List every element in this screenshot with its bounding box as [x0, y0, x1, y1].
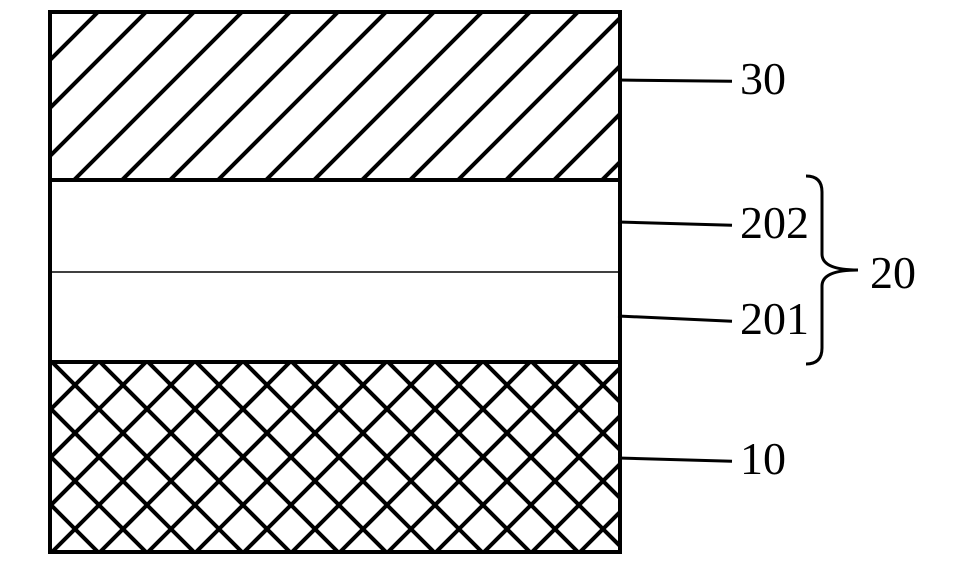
leader-layer10 [618, 458, 732, 461]
label-layer-201: 201 [740, 296, 809, 342]
diagram-stage: 30 202 201 10 20 [0, 0, 976, 567]
leader-layer201 [618, 316, 732, 321]
label-group-20: 20 [870, 250, 916, 296]
label-layer-30: 30 [740, 56, 786, 102]
label-layer-10: 10 [740, 436, 786, 482]
leader-layer202 [618, 222, 732, 225]
label-layer-202: 202 [740, 200, 809, 246]
leader-layer30 [618, 80, 732, 81]
brace-group-20 [806, 176, 858, 364]
diagram-svg [0, 0, 976, 567]
